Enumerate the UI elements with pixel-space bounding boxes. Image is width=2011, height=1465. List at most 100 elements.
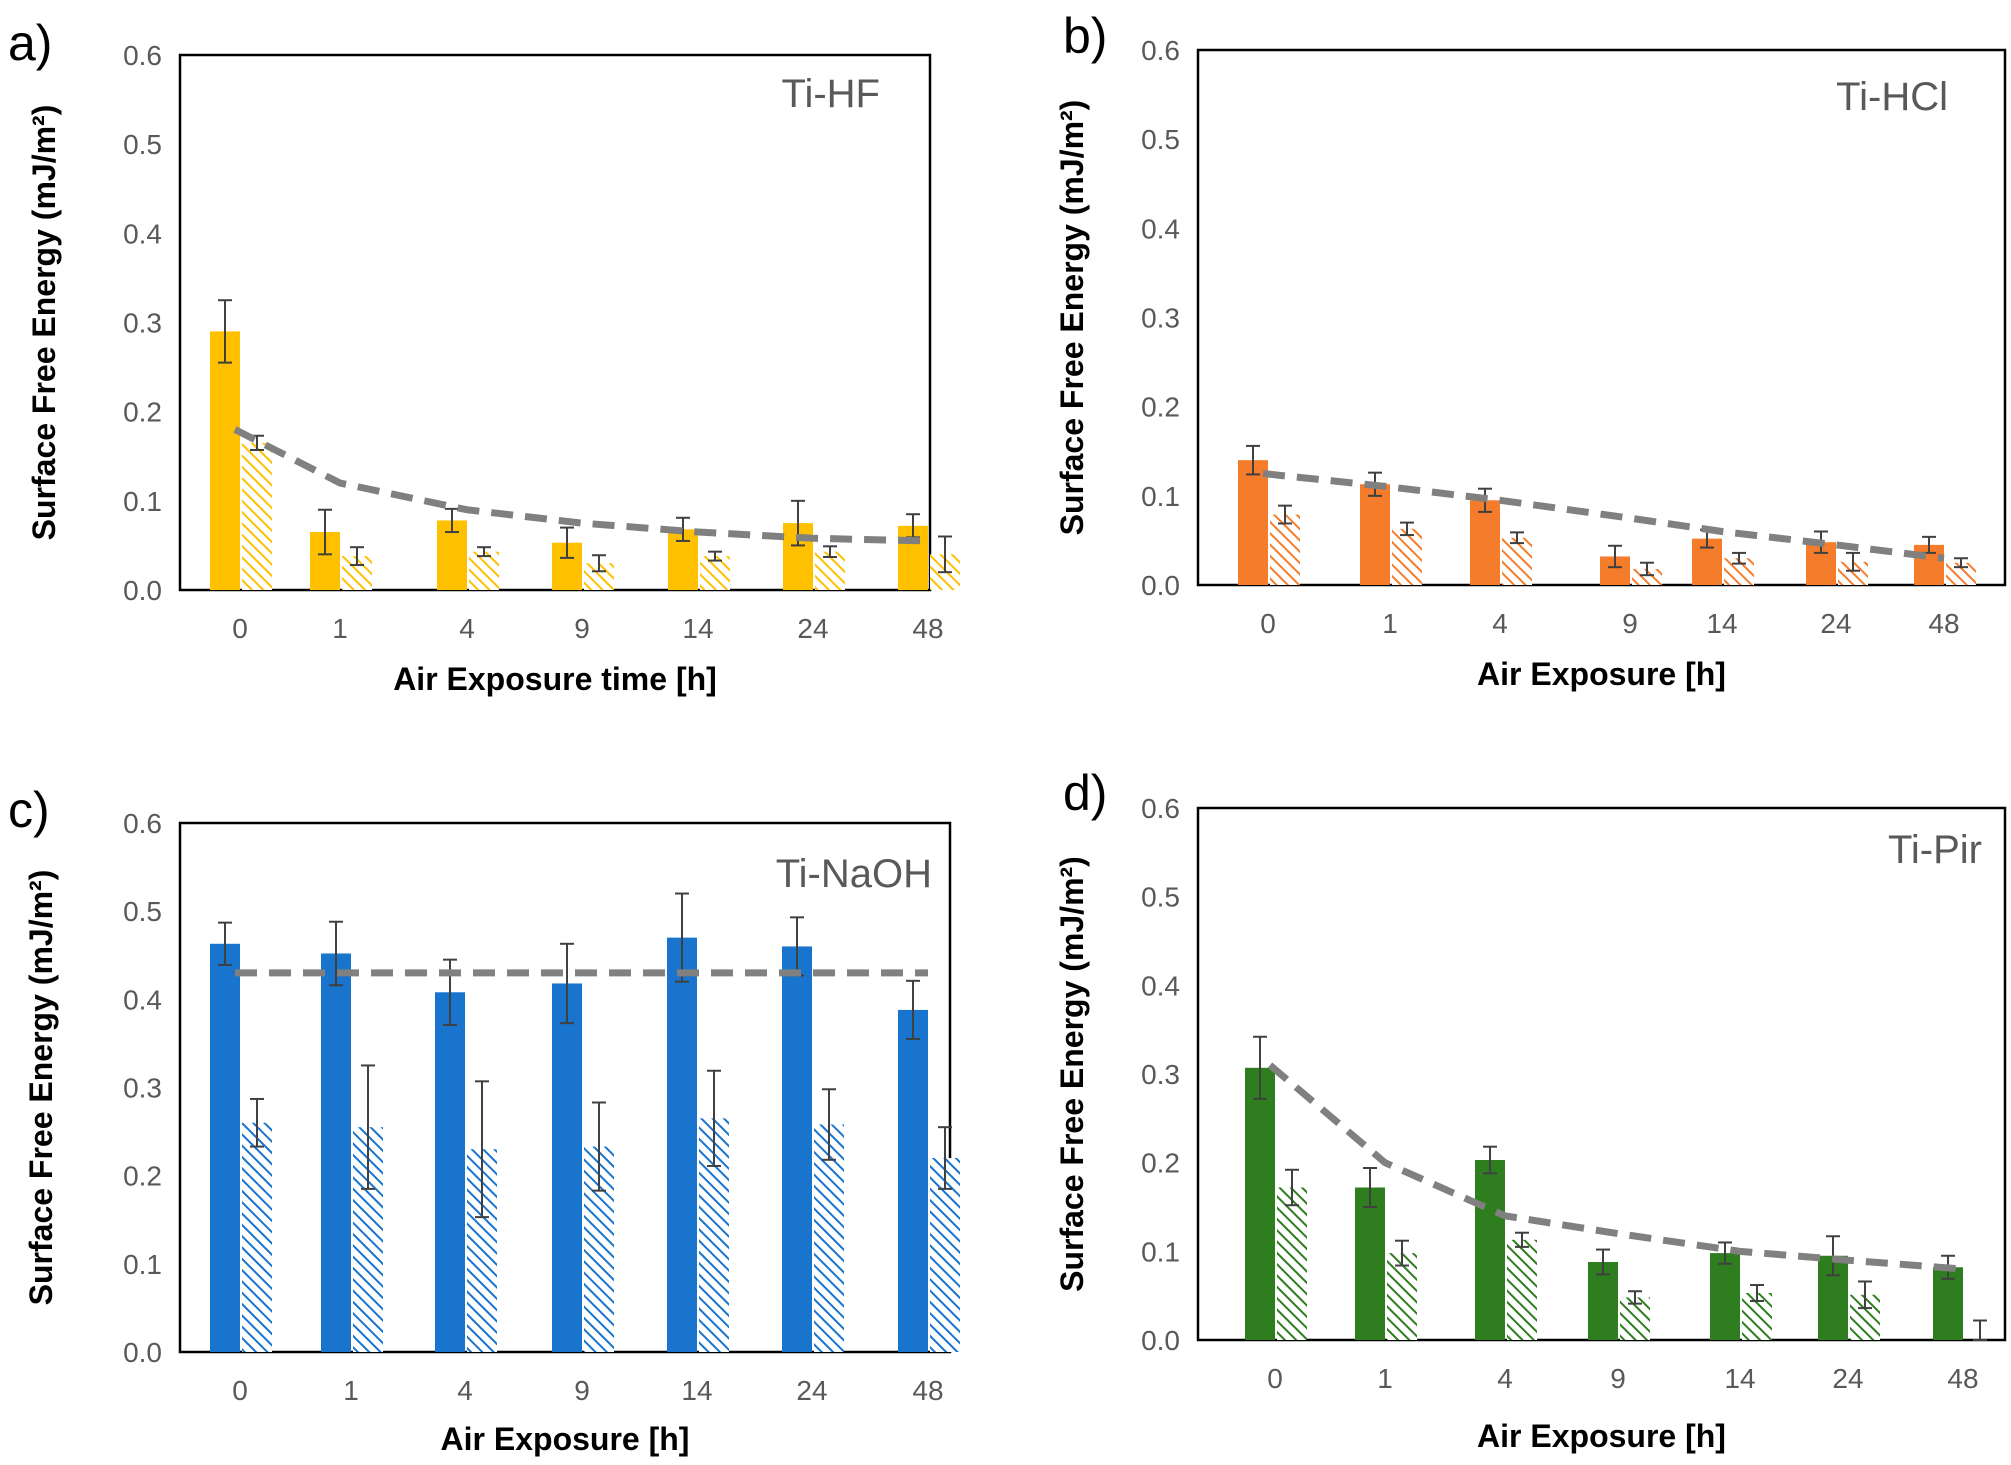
y-tick-label: 0.4 bbox=[123, 984, 162, 1015]
error-bar bbox=[1718, 1241, 1732, 1265]
y-tick-label: 0.2 bbox=[1141, 1148, 1180, 1179]
bar-hatched bbox=[1838, 561, 1868, 585]
error-bar bbox=[592, 554, 606, 573]
bar-solid bbox=[782, 946, 812, 1352]
bar-solid bbox=[898, 1009, 928, 1352]
error-bar bbox=[1954, 557, 1968, 569]
x-tick-label: 48 bbox=[912, 613, 943, 644]
panel-title: Ti-Pir bbox=[1888, 828, 1982, 872]
bar-solid bbox=[552, 983, 582, 1352]
y-tick-label: 0.3 bbox=[1141, 303, 1180, 334]
error-bar bbox=[1510, 531, 1524, 545]
error-bar bbox=[938, 1126, 952, 1190]
error-bar bbox=[1973, 1319, 1987, 1341]
x-tick-label: 14 bbox=[1706, 608, 1737, 639]
bar-solid bbox=[210, 331, 240, 590]
trend-line bbox=[233, 426, 929, 545]
error-bar bbox=[477, 546, 491, 558]
x-tick-label: 14 bbox=[682, 613, 713, 644]
x-axis-title: Air Exposure [h] bbox=[441, 1421, 690, 1457]
x-tick-label: 4 bbox=[1492, 608, 1508, 639]
bar-solid bbox=[1360, 484, 1390, 585]
bar-hatched bbox=[1270, 514, 1300, 585]
bar-hatched bbox=[469, 551, 499, 590]
error-bar bbox=[445, 507, 459, 534]
error-bar bbox=[1858, 1280, 1872, 1310]
error-bar bbox=[823, 545, 837, 559]
y-tick-label: 0.1 bbox=[1141, 1236, 1180, 1267]
plot-frame bbox=[1196, 48, 2007, 587]
y-tick-label: 0.3 bbox=[1141, 1059, 1180, 1090]
y-tick-label: 0.3 bbox=[123, 308, 162, 339]
error-bar bbox=[592, 1101, 606, 1192]
y-tick-label: 0.4 bbox=[123, 218, 162, 249]
bar-solid bbox=[1245, 1067, 1275, 1340]
error-bar bbox=[708, 550, 722, 562]
error-bar bbox=[250, 1097, 264, 1148]
bar-solid bbox=[667, 937, 697, 1352]
x-tick-label: 9 bbox=[1610, 1363, 1626, 1394]
error-bar bbox=[318, 508, 332, 556]
panel-label: b) bbox=[1063, 8, 1107, 64]
y-tick-label: 0.6 bbox=[123, 808, 162, 839]
y-tick-label: 0.6 bbox=[1141, 35, 1180, 66]
error-bar bbox=[1400, 521, 1414, 537]
panel-label: a) bbox=[8, 15, 52, 71]
y-tick-label: 0.5 bbox=[123, 896, 162, 927]
panel-title: Ti-HCl bbox=[1836, 75, 1948, 119]
x-axis-title: Air Exposure [h] bbox=[1477, 656, 1726, 692]
plot-frame bbox=[178, 53, 932, 592]
y-tick-label: 0.0 bbox=[1141, 1325, 1180, 1356]
x-tick-label: 0 bbox=[1267, 1363, 1283, 1394]
chart-panel-2: 0.00.10.20.30.40.50.60 1 4 9 14 24 48b)Ti-HClS… bbox=[1054, 8, 2007, 692]
error-bar bbox=[938, 535, 952, 574]
error-bar bbox=[1608, 544, 1622, 569]
y-tick-label: 0.1 bbox=[123, 1249, 162, 1280]
error-bar bbox=[1640, 561, 1654, 577]
bar-solid bbox=[1238, 460, 1268, 585]
x-tick-label: 0 bbox=[232, 1375, 248, 1406]
error-bar bbox=[1278, 504, 1292, 525]
error-bar bbox=[560, 942, 574, 1025]
x-tick-label: 48 bbox=[1947, 1363, 1978, 1394]
bar-hatched bbox=[700, 556, 730, 590]
error-bar bbox=[218, 921, 232, 966]
error-bar bbox=[329, 920, 343, 987]
x-tick-label: 9 bbox=[574, 613, 590, 644]
error-bar bbox=[1253, 1035, 1267, 1100]
y-axis-title: Surface Free Energy (mJ/m²) bbox=[1054, 856, 1090, 1292]
x-tick-label: 24 bbox=[1820, 608, 1851, 639]
error-bar bbox=[361, 1064, 375, 1190]
error-bar bbox=[1846, 551, 1860, 572]
bar-solid bbox=[321, 953, 351, 1352]
bar-solid bbox=[1475, 1160, 1505, 1340]
panel-title: Ti-HF bbox=[782, 72, 880, 116]
error-bar bbox=[1246, 444, 1260, 476]
y-tick-label: 0.1 bbox=[123, 486, 162, 517]
bar-hatched bbox=[242, 442, 272, 590]
x-tick-label: 14 bbox=[681, 1375, 712, 1406]
y-tick-label: 0.4 bbox=[1141, 970, 1180, 1001]
error-bar bbox=[675, 892, 689, 983]
y-axis-title: Surface Free Energy (mJ/m²) bbox=[23, 870, 59, 1306]
bar-solid bbox=[1470, 500, 1500, 585]
error-bar bbox=[560, 526, 574, 559]
y-tick-label: 0.0 bbox=[1141, 570, 1180, 601]
chart-panel-4: 0.00.10.20.30.40.50.60 1 4 9 14 24 48d)Ti-PirS… bbox=[1054, 765, 2007, 1454]
y-tick-label: 0.6 bbox=[1141, 793, 1180, 824]
y-tick-label: 0.2 bbox=[1141, 392, 1180, 423]
x-axis-title: Air Exposure time [h] bbox=[393, 661, 717, 697]
bar-hatched bbox=[1946, 562, 1976, 585]
y-axis-title: Surface Free Energy (mJ/m²) bbox=[26, 105, 62, 541]
x-tick-label: 1 bbox=[343, 1375, 359, 1406]
x-tick-label: 4 bbox=[459, 613, 475, 644]
y-tick-label: 0.2 bbox=[123, 397, 162, 428]
bar-hatched bbox=[815, 551, 845, 590]
error-bar bbox=[1483, 1145, 1497, 1175]
error-bar bbox=[906, 979, 920, 1041]
x-tick-label: 9 bbox=[1622, 608, 1638, 639]
error-bar bbox=[1732, 551, 1746, 565]
y-tick-label: 0.1 bbox=[1141, 481, 1180, 512]
panel-title: Ti-NaOH bbox=[776, 852, 932, 896]
